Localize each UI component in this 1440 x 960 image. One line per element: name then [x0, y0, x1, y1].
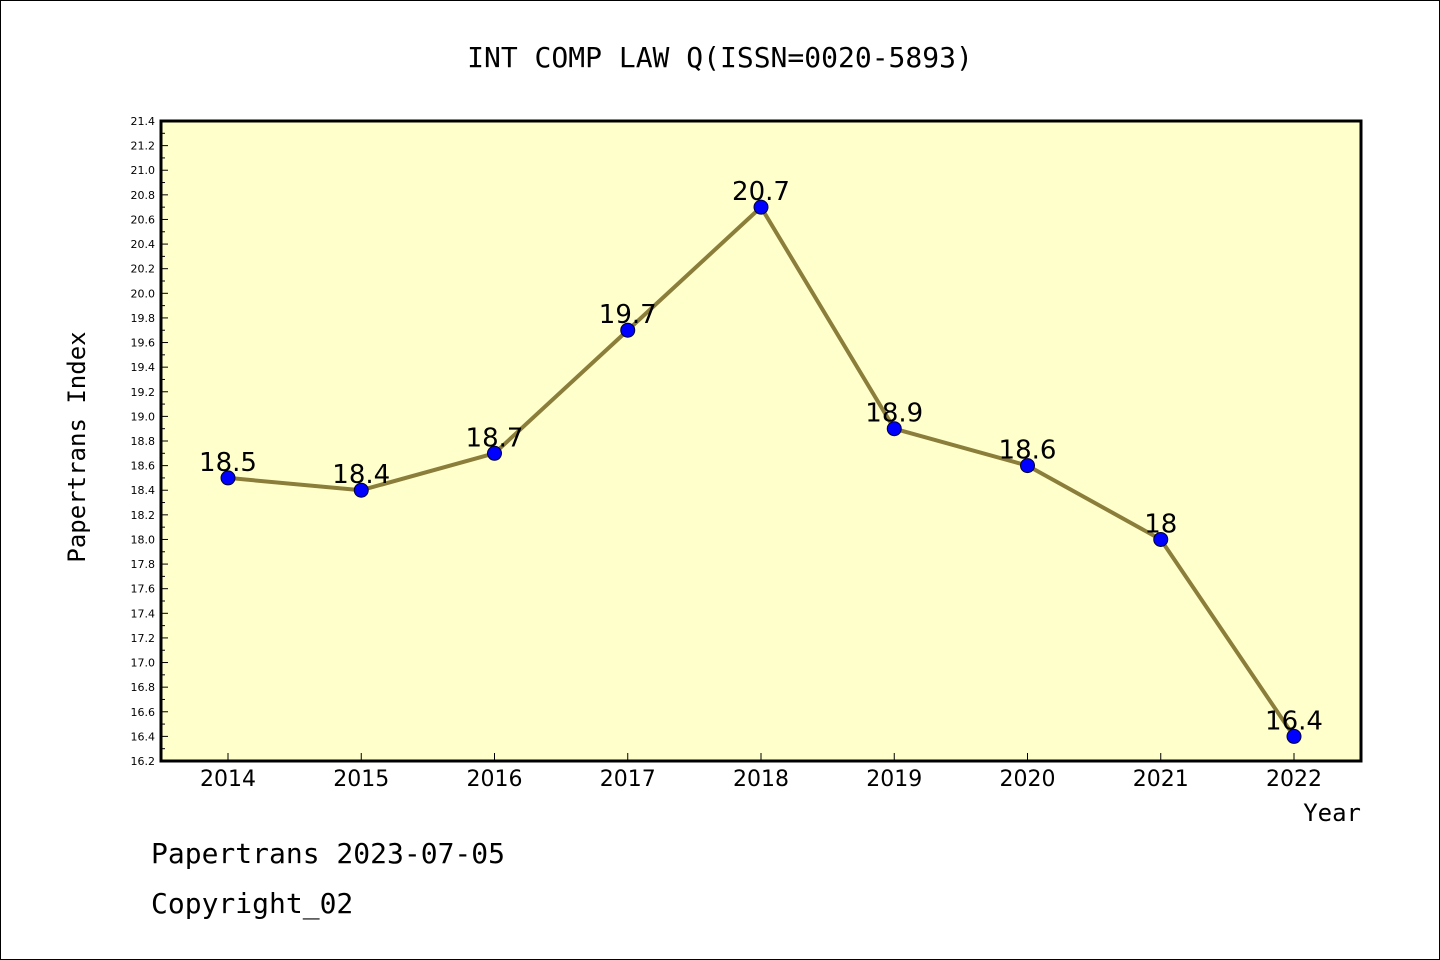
footer-copyright: Copyright_02 [151, 887, 354, 920]
x-tick-label: 2018 [733, 767, 789, 792]
y-tick-label: 19.4 [131, 361, 156, 374]
data-label: 18.7 [466, 423, 524, 453]
y-tick-label: 18.6 [131, 460, 156, 473]
y-tick-label: 18.4 [131, 484, 156, 497]
y-axis-title: Papertrans Index [63, 331, 91, 562]
y-tick-label: 17.4 [131, 607, 156, 620]
data-label: 19.7 [599, 300, 657, 330]
data-point [1153, 531, 1169, 547]
y-tick-label: 17.2 [131, 632, 156, 645]
data-label: 18.5 [199, 448, 257, 478]
x-tick-label: 2015 [333, 767, 389, 792]
chart-title: INT COMP LAW Q(ISSN=0020-5893) [467, 41, 973, 74]
data-label: 18 [1144, 509, 1177, 539]
y-tick-label: 20.2 [131, 263, 156, 276]
y-tick-label: 21.0 [131, 164, 156, 177]
y-tick-label: 21.2 [131, 140, 156, 153]
y-tick-label: 21.4 [131, 115, 156, 128]
x-tick-label: 2021 [1133, 767, 1189, 792]
data-point [487, 445, 502, 461]
data-point [353, 482, 369, 498]
x-tick-label: 2017 [600, 767, 656, 792]
y-tick-label: 16.8 [131, 681, 156, 694]
y-tick-label: 19.8 [131, 312, 156, 325]
data-label: 20.7 [732, 177, 790, 207]
y-tick-label: 16.4 [131, 730, 156, 743]
y-tick-label: 19.2 [131, 386, 156, 399]
y-tick-label: 16.2 [131, 755, 156, 768]
data-point [1020, 458, 1035, 474]
data-point [620, 322, 636, 338]
data-point [220, 470, 236, 486]
y-tick-label: 19.6 [131, 337, 156, 350]
data-label: 16.4 [1265, 706, 1323, 736]
y-tick-label: 16.6 [131, 706, 156, 719]
x-tick-label: 2019 [866, 767, 922, 792]
data-point [886, 421, 902, 437]
y-tick-label: 20.8 [131, 189, 156, 202]
data-label: 18.4 [332, 460, 390, 490]
y-tick-label: 20.6 [131, 213, 156, 226]
y-tick-label: 19.0 [131, 410, 156, 423]
x-tick-label: 2022 [1266, 767, 1322, 792]
footer-date: Papertrans 2023-07-05 [151, 837, 506, 870]
data-label: 18.9 [865, 399, 923, 429]
data-point [753, 199, 769, 215]
y-tick-label: 17.8 [131, 558, 156, 571]
data-point [1286, 728, 1302, 744]
x-tick-label: 2016 [467, 767, 523, 792]
y-tick-label: 18.2 [131, 509, 156, 522]
y-tick-label: 20.0 [131, 287, 156, 300]
x-tick-label: 2014 [200, 767, 256, 792]
x-tick-label: 2020 [1000, 767, 1056, 792]
y-tick-label: 20.4 [131, 238, 156, 251]
y-tick-label: 18.0 [131, 533, 156, 546]
y-tick-label: 18.8 [131, 435, 156, 448]
y-tick-label: 17.0 [131, 657, 156, 670]
plot-area [159, 119, 1363, 763]
x-axis-title: Year [1303, 799, 1361, 827]
y-tick-label: 17.6 [131, 583, 156, 596]
data-label: 18.6 [999, 436, 1057, 466]
